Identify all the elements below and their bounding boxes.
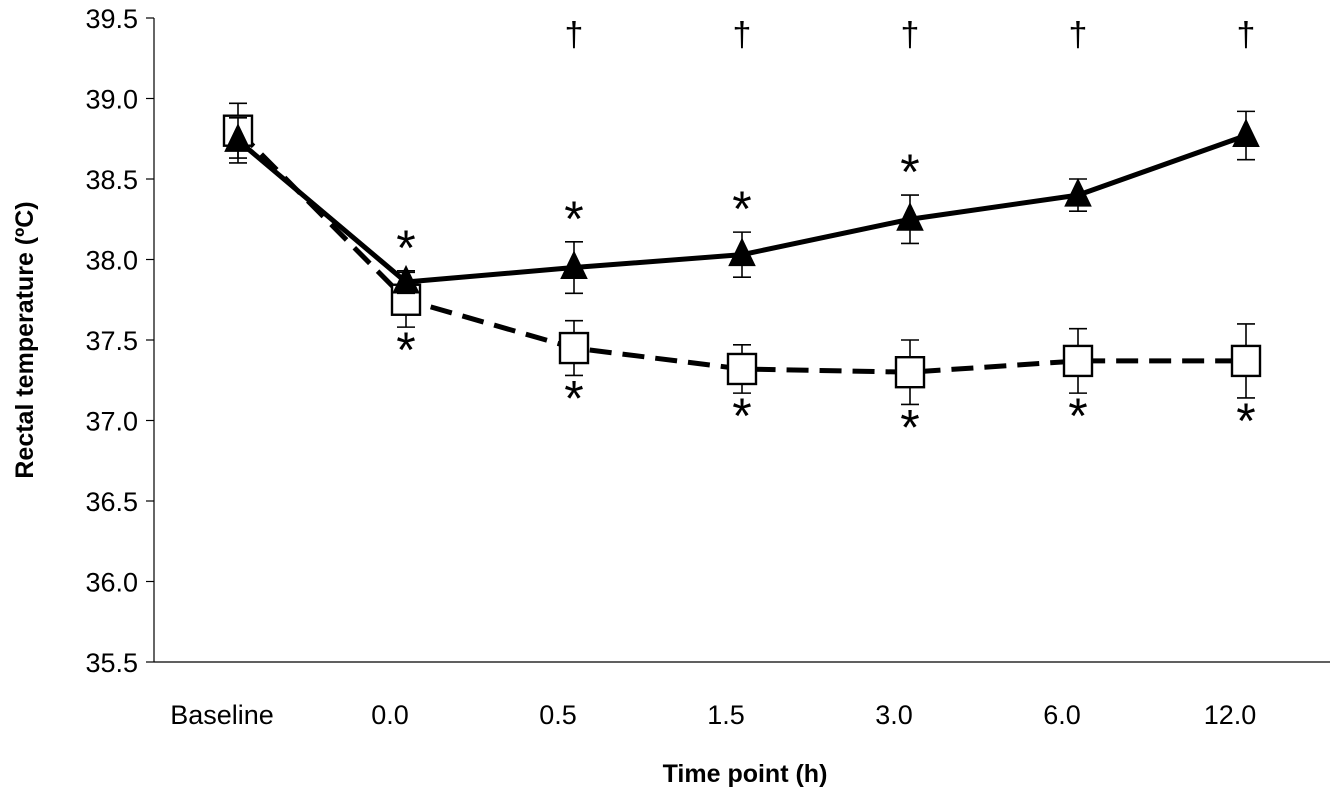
- x-axis-title: Time point (h): [663, 760, 828, 788]
- y-tick-label: 37.0: [85, 407, 138, 437]
- x-tick-label: 3.0: [875, 700, 913, 730]
- significance-asterisk: *: [900, 144, 919, 200]
- significance-asterisk: *: [564, 370, 583, 426]
- x-tick-label: 6.0: [1043, 700, 1081, 730]
- x-tick-label: 12.0: [1204, 700, 1257, 730]
- data-point-triangle: [560, 250, 588, 280]
- data-point-square: [558, 331, 590, 365]
- dagger-mark: †: [901, 16, 920, 54]
- significance-asterisk: *: [900, 399, 919, 455]
- data-point-square: [1230, 344, 1262, 378]
- significance-asterisk: *: [396, 322, 415, 378]
- x-tick-labels: Baseline 0.0 0.5 1.5 3.0 6.0 12.0: [170, 700, 1256, 730]
- data-point-triangle: [896, 202, 924, 231]
- data-point-square: [726, 352, 758, 386]
- data-point-triangle: [392, 264, 420, 294]
- y-tick-label: 39.0: [85, 85, 138, 115]
- x-tick-label: 1.5: [707, 700, 745, 730]
- y-tick-label: 38.0: [85, 246, 138, 276]
- series-1: [224, 110, 1260, 295]
- data-point-square: [894, 356, 926, 389]
- x-tick-label: Baseline: [170, 700, 274, 730]
- series: [222, 102, 1262, 406]
- dagger-mark: †: [1237, 16, 1256, 54]
- dagger-mark: †: [1069, 16, 1088, 54]
- significance-asterisk: *: [564, 191, 583, 247]
- data-point-square: [1062, 344, 1094, 378]
- x-tick-label: 0.0: [371, 700, 409, 730]
- data-point-triangle: [224, 123, 252, 152]
- axes: [153, 18, 1330, 663]
- significance-marks: * * * * * * * * * * † † † † †: [396, 16, 1255, 455]
- y-tick-label: 35.5: [85, 648, 138, 678]
- significance-asterisk: *: [1068, 388, 1087, 444]
- significance-asterisk: *: [396, 220, 415, 276]
- y-tick-labels: 35.5 36.0 36.5 37.0 37.5 38.0 38.5 39.0 39.5: [85, 4, 154, 678]
- data-point-triangle: [1232, 118, 1260, 148]
- significance-asterisk: *: [732, 388, 751, 444]
- y-tick-label: 36.0: [85, 568, 138, 598]
- y-tick-label: 38.5: [85, 165, 138, 195]
- y-tick-label: 36.5: [85, 487, 138, 517]
- y-tick-label: 39.5: [85, 4, 138, 34]
- significance-asterisk: *: [1236, 393, 1255, 449]
- x-tick-label: 0.5: [539, 700, 577, 730]
- dagger-mark: †: [565, 16, 584, 54]
- data-point-triangle: [1064, 177, 1092, 207]
- significance-asterisk: *: [732, 181, 751, 237]
- dagger-mark: †: [733, 16, 752, 54]
- data-point-triangle: [728, 237, 756, 267]
- y-tick-label: 37.5: [85, 326, 138, 356]
- y-axis-title: Rectal temperature (ºC): [11, 201, 39, 478]
